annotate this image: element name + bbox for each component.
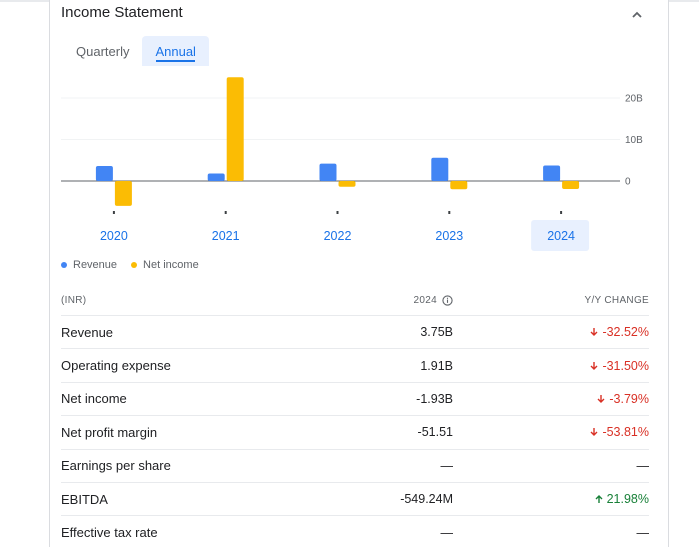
legend-dot-net-income xyxy=(131,262,138,268)
table-row: Effective tax rate — — xyxy=(61,516,649,547)
table-row: Net profit margin -51.51 -53.81% xyxy=(61,416,649,450)
table-row: Earnings per share — — xyxy=(61,450,649,483)
y-tick-label: 0 xyxy=(625,177,631,188)
bar-net-income[interactable] xyxy=(338,181,356,187)
row-value: -549.24M xyxy=(400,492,453,507)
arrow-down-icon xyxy=(597,394,605,403)
period-tabs: Quarterly Annual xyxy=(63,36,209,66)
income-chart: 0 10B 20B 2020 2021 2022 2023 2024 xyxy=(61,77,643,251)
row-value: 1.91B xyxy=(420,358,453,373)
x-tick-mark xyxy=(224,211,227,214)
row-label: EBITDA xyxy=(61,491,108,507)
row-label: Operating expense xyxy=(61,358,171,374)
change-value: -32.52% xyxy=(602,325,649,340)
year-label[interactable]: 2023 xyxy=(435,229,463,243)
legend-item-revenue: Revenue xyxy=(61,259,117,271)
year-label[interactable]: 2022 xyxy=(324,229,352,243)
row-value: -1.93B xyxy=(416,391,453,406)
bar-revenue[interactable] xyxy=(543,165,561,181)
x-tick-mark xyxy=(448,211,451,214)
financials-table: (INR) 2024 Y/Y CHANGE Revenue 3.75B -32.52… xyxy=(61,285,649,547)
row-label: Earnings per share xyxy=(61,458,171,474)
chevron-up-icon xyxy=(632,11,642,18)
arrow-down-icon xyxy=(590,428,598,437)
y-tick-label: 10B xyxy=(625,135,643,146)
y-tick-label: 20B xyxy=(625,94,643,105)
change-value: -31.50% xyxy=(602,358,649,373)
row-value: — xyxy=(440,458,454,473)
row-label: Effective tax rate xyxy=(61,525,158,541)
row-value: — xyxy=(440,525,454,540)
change-value: -53.81% xyxy=(602,425,649,440)
row-value: -51.51 xyxy=(417,425,453,440)
row-label: Revenue xyxy=(61,324,114,340)
x-tick-mark xyxy=(336,211,339,214)
bar-net-income[interactable] xyxy=(450,181,468,190)
legend-label-net-income: Net income xyxy=(143,259,199,271)
tab-annual[interactable]: Annual xyxy=(142,36,209,66)
table-body: Revenue 3.75B -32.52% Operating expense 1.91… xyxy=(61,316,649,547)
change-value: — xyxy=(636,525,650,540)
info-icon[interactable] xyxy=(442,294,453,306)
bar-revenue[interactable] xyxy=(431,157,449,181)
row-label: Net profit margin xyxy=(61,424,158,440)
bar-net-income[interactable] xyxy=(114,181,132,206)
bar-revenue[interactable] xyxy=(319,163,337,181)
arrow-up-icon xyxy=(595,495,603,504)
row-change: -3.79% xyxy=(453,392,649,406)
tab-quarterly[interactable]: Quarterly xyxy=(76,43,130,59)
bar-net-income[interactable] xyxy=(226,77,244,181)
header-year-label: 2024 xyxy=(413,294,437,306)
row-change: — xyxy=(453,458,650,473)
legend-label-revenue: Revenue xyxy=(73,259,118,271)
collapse-button[interactable] xyxy=(627,5,647,25)
row-label: Net income xyxy=(61,391,127,407)
bar-revenue[interactable] xyxy=(207,173,225,181)
table-row: Net income -1.93B -3.79% xyxy=(61,383,649,417)
arrow-down-icon xyxy=(590,328,598,337)
change-value: — xyxy=(636,458,650,473)
legend-item-net-income: Net income xyxy=(131,259,199,271)
row-change: -32.52% xyxy=(453,325,649,339)
card-title: Income Statement xyxy=(61,4,183,21)
header-change: Y/Y CHANGE xyxy=(584,294,649,306)
row-change: — xyxy=(453,525,650,540)
change-value: 21.98% xyxy=(606,492,649,507)
x-tick-mark xyxy=(560,211,563,214)
table-row: Revenue 3.75B -32.52% xyxy=(61,316,649,350)
row-change: -31.50% xyxy=(453,359,649,373)
arrow-down-icon xyxy=(590,361,598,370)
year-label[interactable]: 2024 xyxy=(547,229,575,243)
header-year: 2024 xyxy=(321,295,453,306)
income-statement-card: Income Statement Quarterly Annual 0 10B 20… xyxy=(49,0,669,547)
selected-year-highlight xyxy=(531,220,590,251)
table-row: EBITDA -549.24M 21.98% xyxy=(61,483,649,517)
chart-legend: Revenue Net income xyxy=(61,259,213,271)
change-value: -3.79% xyxy=(609,391,649,406)
x-tick-mark xyxy=(112,211,115,214)
row-change: 21.98% xyxy=(453,492,649,506)
table-header: (INR) 2024 Y/Y CHANGE xyxy=(61,285,649,316)
row-value: 3.75B xyxy=(420,325,453,340)
legend-dot-revenue xyxy=(61,262,67,268)
table-row: Operating expense 1.91B -31.50% xyxy=(61,349,649,383)
bar-revenue[interactable] xyxy=(95,166,113,181)
year-label[interactable]: 2020 xyxy=(100,229,128,243)
year-label[interactable]: 2021 xyxy=(212,229,240,243)
header-currency: (INR) xyxy=(61,294,87,306)
row-change: -53.81% xyxy=(453,425,649,439)
bar-net-income[interactable] xyxy=(562,181,580,190)
